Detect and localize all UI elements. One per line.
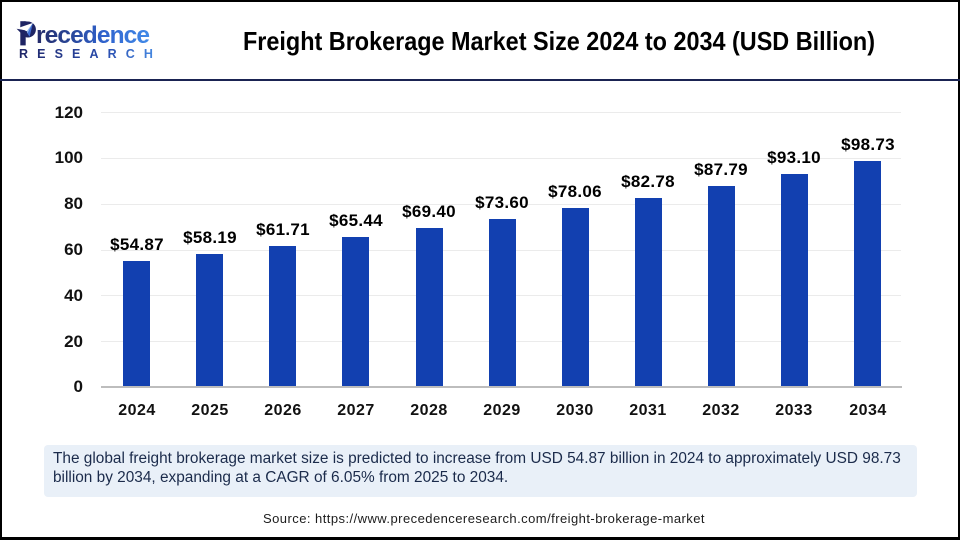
- svg-text:RESEARCH: RESEARCH: [19, 47, 162, 61]
- svg-text:recedence: recedence: [36, 22, 149, 49]
